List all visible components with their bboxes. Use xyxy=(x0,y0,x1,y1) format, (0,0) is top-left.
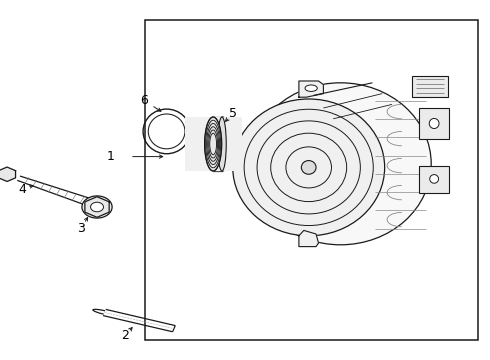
FancyBboxPatch shape xyxy=(185,117,242,171)
FancyBboxPatch shape xyxy=(412,76,448,97)
Ellipse shape xyxy=(305,85,318,91)
Ellipse shape xyxy=(82,196,112,218)
Polygon shape xyxy=(299,81,323,97)
Ellipse shape xyxy=(233,99,385,236)
Text: 6: 6 xyxy=(141,94,148,107)
FancyBboxPatch shape xyxy=(419,108,449,139)
Text: 5: 5 xyxy=(229,107,237,120)
Polygon shape xyxy=(0,167,16,181)
Ellipse shape xyxy=(205,117,221,171)
Ellipse shape xyxy=(430,175,439,183)
Text: 3: 3 xyxy=(77,222,85,235)
Ellipse shape xyxy=(91,202,103,212)
Ellipse shape xyxy=(429,118,439,129)
Text: 4: 4 xyxy=(18,183,26,195)
Text: 2: 2 xyxy=(121,329,129,342)
Text: 1: 1 xyxy=(106,150,114,163)
Ellipse shape xyxy=(301,161,316,174)
Polygon shape xyxy=(299,230,318,247)
Ellipse shape xyxy=(218,117,226,171)
Bar xyxy=(145,20,478,340)
Ellipse shape xyxy=(250,83,431,245)
FancyBboxPatch shape xyxy=(419,166,449,193)
Ellipse shape xyxy=(216,117,230,171)
